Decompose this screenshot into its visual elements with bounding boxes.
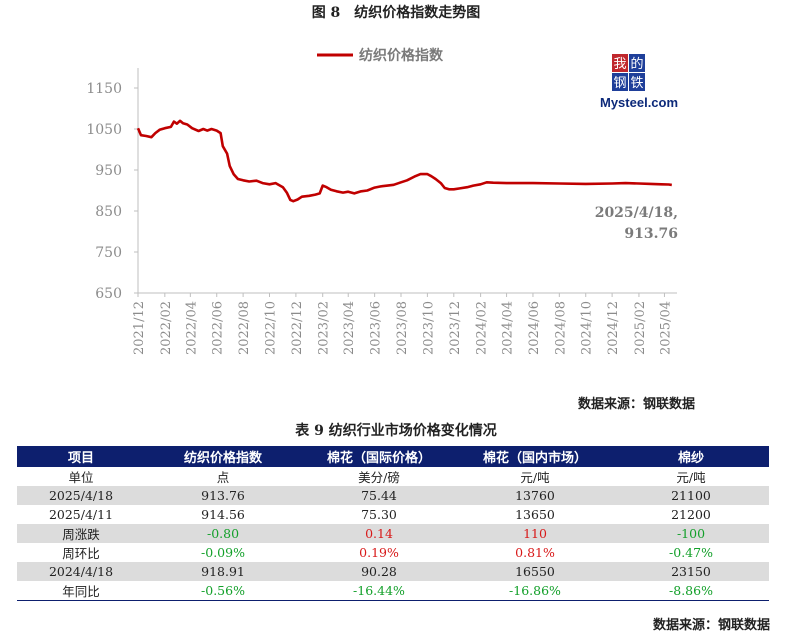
table-cell: 110 bbox=[457, 524, 613, 543]
table-cell: 918.91 bbox=[145, 562, 301, 581]
figure-title: 图 8 纺织价格指数走势图 bbox=[311, 5, 481, 21]
x-tick-label: 2022/04 bbox=[184, 301, 199, 355]
table-cell: 913.76 bbox=[145, 486, 301, 505]
table-cell: -0.47% bbox=[669, 545, 713, 560]
row-label-cell: 周环比 bbox=[62, 546, 100, 561]
row-label-cell: 年同比 bbox=[17, 581, 145, 601]
table-cell: 13650 bbox=[515, 507, 555, 522]
x-tick-label: 2025/04 bbox=[658, 301, 673, 355]
row-label-cell: 2025/4/18 bbox=[17, 486, 145, 505]
x-tick-label: 2021/12 bbox=[132, 301, 147, 355]
table-cell: -0.56% bbox=[145, 581, 301, 601]
table-header-row: 项目 纺织价格指数 棉花（国际价格） 棉花（国内市场） 棉纱 bbox=[17, 446, 769, 467]
table-row: 周涨跌 -0.80 0.14 110 -100 bbox=[17, 524, 769, 543]
table-cell: 0.19% bbox=[359, 545, 399, 560]
header-cotton-intl: 棉花（国际价格） bbox=[301, 446, 457, 467]
mysteel-logo: 我 的 钢 铁 Mysteel.com bbox=[598, 52, 688, 112]
legend-label: 纺织价格指数 bbox=[359, 47, 444, 64]
table-cell: 75.30 bbox=[361, 507, 397, 522]
table-cell: 16550 bbox=[457, 562, 613, 581]
logo-tile-3 bbox=[612, 73, 628, 91]
table-row: 周环比 -0.09% 0.19% 0.81% -0.47% bbox=[17, 543, 769, 562]
x-tick-label: 2022/10 bbox=[264, 301, 279, 355]
x-tick-label: 2023/02 bbox=[317, 301, 332, 355]
table-cell: 75.44 bbox=[301, 486, 457, 505]
x-tick-label: 2024/08 bbox=[553, 301, 568, 355]
table-row: 年同比 -0.56% -16.44% -16.86% -8.86% bbox=[17, 581, 769, 601]
header-cotton-yarn: 棉纱 bbox=[613, 446, 769, 467]
table-cell: 元/吨 bbox=[520, 470, 550, 485]
table-cell: 元/吨 bbox=[676, 470, 706, 485]
table-cell: 914.56 bbox=[201, 507, 245, 522]
table-source-note: 数据来源：钢联数据 bbox=[652, 618, 770, 633]
x-tick-label: 2025/02 bbox=[633, 301, 648, 355]
logo-char-3: 钢 bbox=[613, 76, 626, 91]
table-row: 2024/4/18 918.91 90.28 16550 23150 bbox=[17, 562, 769, 581]
table-cell: -16.86% bbox=[457, 581, 613, 601]
row-label-cell: 单位 bbox=[68, 470, 94, 485]
x-tick-label: 2023/04 bbox=[342, 301, 357, 355]
x-tick-label: 2023/12 bbox=[448, 301, 463, 355]
x-tick-label: 2024/12 bbox=[606, 301, 621, 355]
y-tick-label: 850 bbox=[95, 204, 122, 220]
data-annotation-line: 913.76 bbox=[624, 226, 678, 242]
row-label-cell: 周涨跌 bbox=[17, 524, 145, 543]
chart-source-note: 数据来源：钢联数据 bbox=[577, 397, 695, 412]
line-chart: 650 750 850 950 1050 1150 2021/12 2022/02 2022/0… bbox=[86, 47, 678, 355]
table-row: 2025/4/18 913.76 75.44 13760 21100 bbox=[17, 486, 769, 505]
row-label-cell: 2025/4/11 bbox=[48, 507, 114, 522]
x-tick-label: 2024/02 bbox=[475, 301, 490, 355]
data-annotation-line: 2025/4/18, bbox=[595, 205, 678, 221]
price-table: 项目 纺织价格指数 棉花（国际价格） 棉花（国内市场） 棉纱 单位 点 美分/磅 元/… bbox=[17, 446, 769, 601]
x-tick-label: 2022/12 bbox=[290, 301, 305, 355]
series-line-1 bbox=[136, 119, 672, 203]
logo-brand-text: Mysteel.com bbox=[600, 95, 678, 110]
table-cell: 21200 bbox=[671, 507, 711, 522]
table-row: 单位 点 美分/磅 元/吨 元/吨 bbox=[17, 467, 769, 486]
x-tick-label: 2024/10 bbox=[580, 301, 595, 355]
row-label-cell: 2024/4/18 bbox=[17, 562, 145, 581]
x-tick-label: 2023/08 bbox=[395, 301, 410, 355]
table-row: 2025/4/11 914.56 75.30 13650 21200 bbox=[17, 505, 769, 524]
header-cotton-domestic: 棉花（国内市场） bbox=[457, 446, 613, 467]
logo-tile-4 bbox=[629, 73, 645, 91]
logo-tile-1 bbox=[612, 54, 628, 72]
table-cell: -100 bbox=[613, 524, 769, 543]
logo-char-4: 铁 bbox=[630, 76, 643, 91]
y-tick-label: 750 bbox=[95, 245, 122, 261]
y-tick-label: 1050 bbox=[86, 122, 122, 138]
table-cell: 23150 bbox=[613, 562, 769, 581]
table-title: 表 9 纺织行业市场价格变化情况 bbox=[295, 423, 497, 439]
y-tick-label: 950 bbox=[95, 163, 122, 179]
logo-tile-2 bbox=[629, 54, 645, 72]
table-cell: 0.14 bbox=[301, 524, 457, 543]
header-textile-index: 纺织价格指数 bbox=[145, 446, 301, 467]
y-tick-label: 650 bbox=[95, 286, 122, 302]
table-cell: 21100 bbox=[613, 486, 769, 505]
table-cell: -16.44% bbox=[301, 581, 457, 601]
table-cell: 0.81% bbox=[515, 545, 555, 560]
table-cell: 点 bbox=[216, 470, 230, 485]
table-cell: -0.09% bbox=[201, 545, 245, 560]
table-cell: -8.86% bbox=[613, 581, 769, 601]
logo-char-1: 我 bbox=[613, 57, 626, 72]
logo-char-2: 的 bbox=[630, 56, 643, 72]
table-cell: -0.80 bbox=[145, 524, 301, 543]
header-item: 项目 bbox=[17, 446, 145, 467]
x-tick-label: 2022/02 bbox=[159, 301, 174, 355]
x-tick-label: 2024/04 bbox=[501, 301, 516, 355]
table-cell: 美分/磅 bbox=[358, 470, 400, 485]
x-tick-label: 2024/06 bbox=[527, 301, 542, 355]
x-tick-label: 2023/10 bbox=[421, 301, 436, 355]
x-tick-label: 2022/06 bbox=[211, 301, 226, 355]
x-tick-label: 2023/06 bbox=[369, 301, 384, 355]
table-cell: 90.28 bbox=[301, 562, 457, 581]
x-tick-label: 2022/08 bbox=[237, 301, 252, 355]
table-cell: 13760 bbox=[457, 486, 613, 505]
y-tick-label: 1150 bbox=[86, 81, 122, 97]
